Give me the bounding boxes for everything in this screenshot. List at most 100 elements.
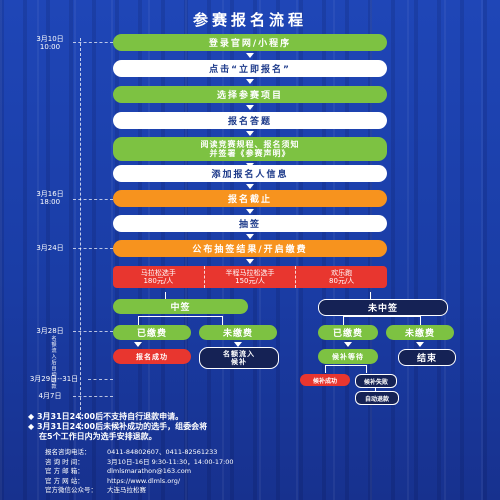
timeline-tick (73, 331, 113, 333)
note-item: 在5个工作日内为选手安排退款。 (28, 432, 468, 442)
fee-price: 80元/人 (329, 277, 355, 285)
contact-wechat: 官方微信公众号： 大连马拉松赛 (45, 486, 455, 496)
fee-half-marathon: 半程马拉松选手 150元/人 (205, 266, 297, 288)
arrow-down-icon (344, 342, 352, 347)
auto-refund-note: 名额流入后自动退款 (51, 336, 57, 390)
lost-unpaid: 未缴费 (386, 325, 454, 340)
page-title: 参赛报名流程 (192, 11, 307, 29)
step-read-sign: 阅读竞赛规程、报名须知 并签署《参赛声明》 (113, 137, 387, 161)
connector (165, 292, 166, 300)
auto-refund: 自动退款 (355, 391, 399, 405)
step-quiz: 报名答题 (113, 112, 387, 129)
fee-marathon: 马拉松选手 180元/人 (113, 266, 205, 288)
step-line: 阅读竞赛规程、报名须知 (200, 140, 300, 149)
note-text: 在5个工作日内为选手安排退款。 (39, 432, 157, 441)
date-mar28: 3月28日 (36, 327, 64, 335)
contact-email: 官 方 邮 箱： dlmlsmarathon@163.com (45, 467, 455, 477)
fee-table: 马拉松选手 180元/人 半程马拉松选手 150元/人 欢乐跑 80元/人 (113, 266, 387, 288)
fee-price: 150元/人 (235, 277, 265, 285)
timeline-tick (73, 199, 113, 201)
timeline-line (80, 38, 82, 430)
result-line: 候补 (231, 358, 247, 366)
timeline-tick (73, 42, 113, 44)
contact-hours: 咨 询 时 间： 3月10日-16日 9:30-11:30，14:00-17:00 (45, 458, 455, 468)
step-click-register: 点击“立即报名” (113, 60, 387, 77)
contact-website: 官 方 网 站： https://www.dlmls.org/ (45, 477, 455, 487)
arrow-down-icon (246, 79, 254, 84)
branch-lost: 未中签 (318, 299, 448, 316)
date-mar24: 3月24日 (36, 244, 64, 252)
date-apr7: 4月7日 (38, 392, 62, 400)
contact-phone: 报名咨询电话： 0411-84802607、0411-82561233 (45, 448, 455, 458)
contact-value: 3月10日-16日 9:30-11:30，14:00-17:00 (107, 457, 234, 466)
date-mar10: 3月10日 10:00 (20, 35, 80, 51)
result-transfer: 名额流入 候补 (199, 347, 279, 369)
connector (343, 316, 344, 325)
connector (325, 365, 367, 366)
connector (138, 316, 223, 317)
branch-won: 中签 (113, 299, 248, 314)
date-label: 3月10日 (36, 35, 64, 43)
contact-value[interactable]: https://www.dlmls.org/ (107, 476, 181, 485)
timeline-tick (73, 396, 113, 398)
result-end: 结束 (398, 349, 456, 366)
note-item: ◆ 3月31日24:00后未候补成功的选手，组委会将 (28, 422, 208, 431)
contact-value[interactable]: dlmlsmarathon@163.com (107, 467, 192, 475)
contact-key: 咨 询 时 间： (45, 457, 84, 466)
date-mar29-31: 3月29日--31日 (29, 375, 79, 383)
connector (325, 365, 326, 373)
connector (375, 387, 376, 392)
connector (420, 316, 421, 325)
time-label: 10:00 (39, 43, 61, 51)
contact-key: 官 方 邮 箱： (45, 467, 84, 475)
contact-key: 官 方 网 站： (45, 476, 84, 485)
arrow-down-icon (134, 342, 142, 347)
result-line: 名额流入 (223, 350, 255, 358)
connector (343, 316, 421, 317)
contact-value: 大连马拉松赛 (107, 486, 146, 494)
date-label: 3月16日 (36, 190, 64, 198)
connector (138, 316, 139, 325)
fee-name: 半程马拉松选手 (225, 269, 275, 277)
contact-value: 0411-84802607、0411-82561233 (107, 448, 218, 456)
arrow-down-icon (246, 184, 254, 189)
fee-name: 马拉松选手 (140, 269, 176, 277)
won-unpaid: 未缴费 (199, 325, 277, 340)
fee-price: 180元/人 (143, 277, 174, 285)
date-mar16: 3月16日 18:00 (20, 190, 80, 206)
connector (370, 292, 371, 300)
notes: ◆ 3月31日24:00后不支持自行退款申请。 ◆ 3月31日24:00后未候补… (28, 412, 468, 442)
arrow-down-icon (246, 105, 254, 110)
sub-fail: 候补失败 (355, 374, 397, 388)
timeline-tick (73, 248, 113, 250)
result-waiting: 候补等待 (318, 349, 378, 364)
step-lottery: 抽签 (113, 215, 387, 232)
arrow-down-icon (246, 234, 254, 239)
contact-key: 官方微信公众号： (45, 486, 97, 494)
step-select-event: 选择参赛项目 (113, 86, 387, 103)
time-label: 18:00 (39, 198, 61, 206)
connector (222, 316, 223, 325)
lost-paid: 已缴费 (318, 325, 378, 340)
fee-name: 欢乐跑 (331, 269, 353, 277)
step-line: 并签署《参赛声明》 (209, 149, 291, 158)
arrow-down-icon (246, 53, 254, 58)
arrow-down-icon (246, 131, 254, 136)
step-deadline: 报名截止 (113, 190, 387, 207)
arrow-down-icon (416, 342, 424, 347)
fee-fun-run: 欢乐跑 80元/人 (296, 266, 387, 288)
contact-key: 报名咨询电话： (45, 448, 91, 456)
step-announce-pay: 公布抽签结果/开启缴费 (113, 240, 387, 257)
result-success: 报名成功 (113, 349, 191, 364)
arrow-down-icon (246, 209, 254, 214)
step-login: 登录官网/小程序 (113, 34, 387, 51)
note-text: 3月31日24:00后未候补成功的选手，组委会将 (36, 422, 208, 431)
step-add-info: 添加报名人信息 (113, 165, 387, 182)
timeline-tick (88, 379, 113, 381)
note-item: ◆ 3月31日24:00后不支持自行退款申请。 (28, 412, 184, 421)
arrow-down-icon (234, 342, 242, 347)
sub-success: 候补成功 (300, 374, 350, 386)
note-text: 3月31日24:00后不支持自行退款申请。 (36, 412, 184, 421)
connector (366, 365, 367, 373)
